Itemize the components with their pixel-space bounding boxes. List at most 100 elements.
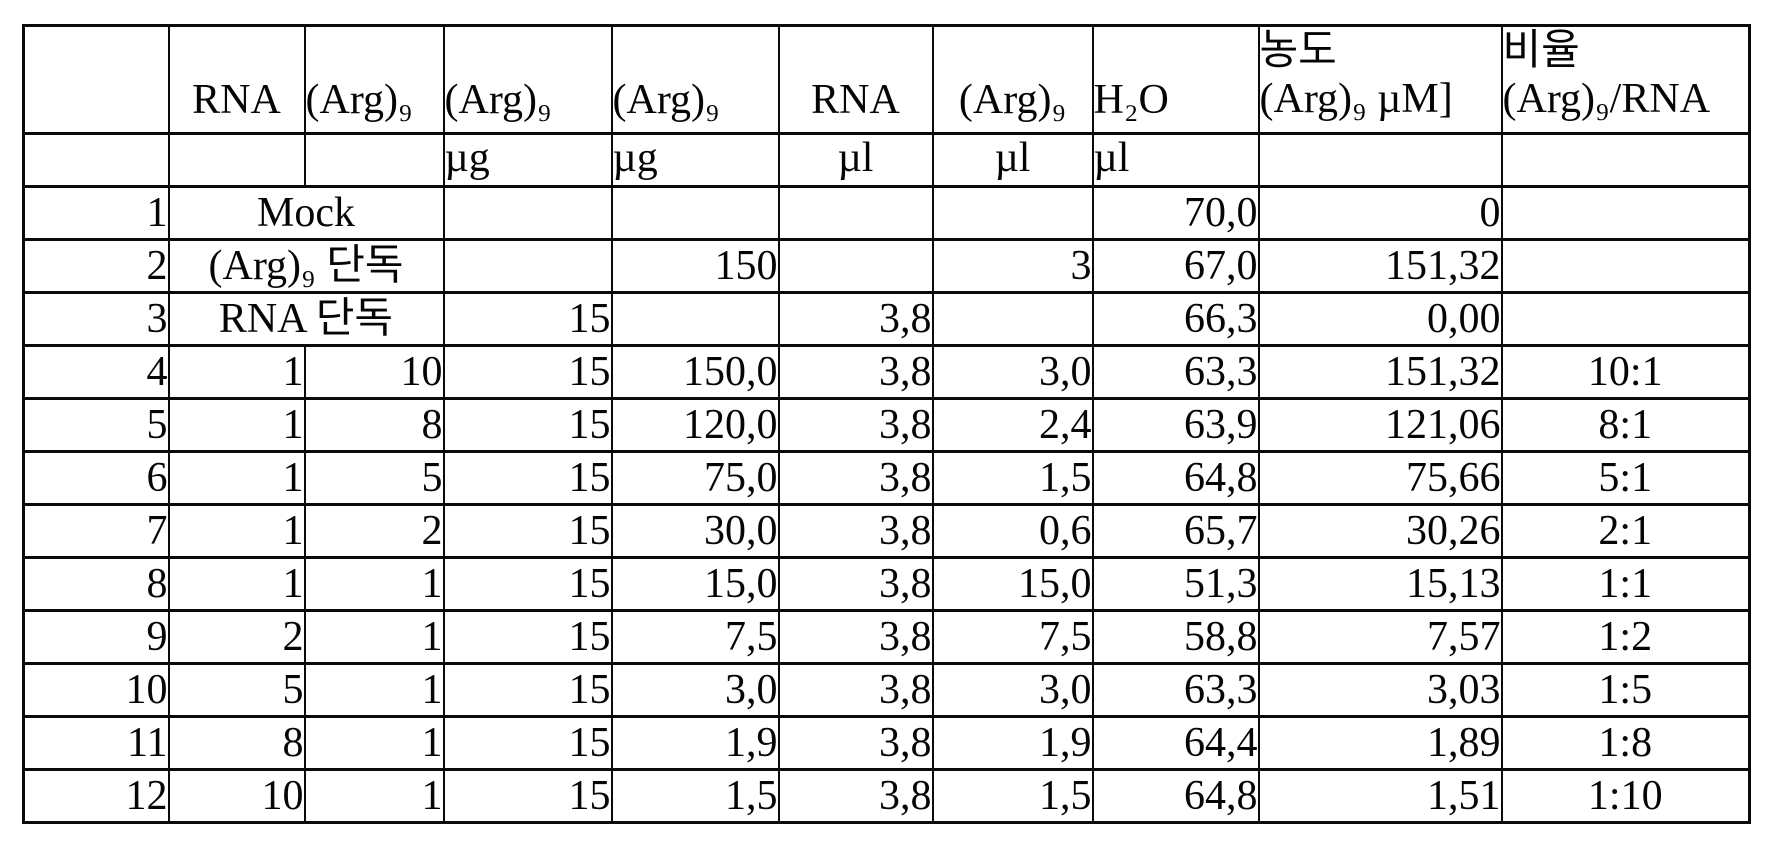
row-number-cell: 8 <box>22 555 170 612</box>
cell-conc: 0 <box>1257 184 1503 241</box>
cell-conc: 151,32 <box>1257 237 1503 294</box>
cell-rna-ul: 3,8 <box>777 502 934 559</box>
cell-rna: 2 <box>167 608 306 665</box>
cell-arg9-ug-2 <box>610 290 780 347</box>
cell-ratio: 1:8 <box>1500 714 1751 771</box>
sample-label-cell: (Arg)₉ 단독 <box>167 237 445 294</box>
table-row: 12 10 1 15 1,5 3,8 1,5 64,8 1,51 1:10 <box>22 767 1751 824</box>
header-concentration: 농도 (Arg)₉ µM] <box>1257 24 1503 135</box>
cell-rna: 1 <box>167 396 306 453</box>
header-arg9-ul: (Arg)₉ <box>931 24 1094 135</box>
cell-rna-ul: 3,8 <box>777 555 934 612</box>
header-ratio-line1: 비율 <box>1502 28 1580 74</box>
cell-arg9: 8 <box>303 396 445 453</box>
cell-arg9-ul: 3,0 <box>931 661 1094 718</box>
cell-arg9: 1 <box>303 767 445 824</box>
header-arg9-ug-2: (Arg)₉ <box>610 24 780 135</box>
cell-arg9: 1 <box>303 714 445 771</box>
cell-rna-ul: 3,8 <box>777 290 934 347</box>
cell-h2o: 64,8 <box>1091 449 1260 506</box>
cell-arg9-ug-2: 1,9 <box>610 714 780 771</box>
cell-conc: 1,89 <box>1257 714 1503 771</box>
cell-h2o: 67,0 <box>1091 237 1260 294</box>
unit-rna <box>167 131 306 188</box>
cell-h2o: 63,3 <box>1091 343 1260 400</box>
cell-arg9-ug-2: 150,0 <box>610 343 780 400</box>
cell-conc: 75,66 <box>1257 449 1503 506</box>
cell-arg9-ul: 7,5 <box>931 608 1094 665</box>
cell-h2o: 51,3 <box>1091 555 1260 612</box>
cell-arg9-ug-2: 15,0 <box>610 555 780 612</box>
cell-h2o: 66,3 <box>1091 290 1260 347</box>
cell-rna-ul: 3,8 <box>777 608 934 665</box>
cell-rna-ul: 3,8 <box>777 661 934 718</box>
cell-arg9-ug-2: 120,0 <box>610 396 780 453</box>
cell-ratio <box>1500 184 1751 241</box>
table-row: 9 2 1 15 7,5 3,8 7,5 58,8 7,57 1:2 <box>22 608 1751 665</box>
cell-arg9-ug-1: 15 <box>442 449 613 506</box>
cell-ratio: 1:1 <box>1500 555 1751 612</box>
cell-arg9: 10 <box>303 343 445 400</box>
header-rna: RNA <box>167 24 306 135</box>
cell-arg9-ul: 2,4 <box>931 396 1094 453</box>
cell-arg9-ug-1: 15 <box>442 502 613 559</box>
cell-arg9-ug-1: 15 <box>442 290 613 347</box>
cell-h2o: 70,0 <box>1091 184 1260 241</box>
cell-arg9-ug-1 <box>442 184 613 241</box>
cell-conc: 15,13 <box>1257 555 1503 612</box>
cell-ratio: 10:1 <box>1500 343 1751 400</box>
cell-h2o: 63,3 <box>1091 661 1260 718</box>
cell-conc: 30,26 <box>1257 502 1503 559</box>
row-number-cell: 11 <box>22 714 170 771</box>
table-header: RNA (Arg)₉ (Arg)₉ (Arg)₉ RNA (Arg)₉ H₂O … <box>22 24 1751 188</box>
unit-concentration <box>1257 131 1503 188</box>
cell-arg9-ul: 1,5 <box>931 767 1094 824</box>
unit-h2o: µl <box>1091 131 1260 188</box>
cell-rna-ul: 3,8 <box>777 449 934 506</box>
cell-arg9-ul <box>931 184 1094 241</box>
sample-label-cell: Mock <box>167 184 445 241</box>
header-arg9: (Arg)₉ <box>303 24 445 135</box>
cell-arg9-ul: 15,0 <box>931 555 1094 612</box>
cell-arg9-ug-2: 75,0 <box>610 449 780 506</box>
table-row: 1 Mock 70,0 0 <box>22 184 1751 241</box>
cell-h2o: 63,9 <box>1091 396 1260 453</box>
cell-conc: 7,57 <box>1257 608 1503 665</box>
cell-arg9: 2 <box>303 502 445 559</box>
table-row: 8 1 1 15 15,0 3,8 15,0 51,3 15,13 1:1 <box>22 555 1751 612</box>
row-number-cell: 3 <box>22 290 170 347</box>
cell-rna: 1 <box>167 502 306 559</box>
header-ratio: 비율 (Arg)₉/RNA <box>1500 24 1751 135</box>
row-number-cell: 2 <box>22 237 170 294</box>
row-number-cell: 6 <box>22 449 170 506</box>
cell-arg9-ug-1: 15 <box>442 343 613 400</box>
cell-ratio: 8:1 <box>1500 396 1751 453</box>
sample-label-cell: RNA 단독 <box>167 290 445 347</box>
cell-conc: 1,51 <box>1257 767 1503 824</box>
cell-ratio <box>1500 290 1751 347</box>
cell-arg9: 1 <box>303 608 445 665</box>
row-number-cell: 10 <box>22 661 170 718</box>
header-rna-ul: RNA <box>777 24 934 135</box>
table-body: 1 Mock 70,0 0 2 (Arg)₉ 단독 150 3 67,0 151,32 3 RNA 단… <box>22 184 1751 824</box>
cell-rna-ul: 3,8 <box>777 343 934 400</box>
cell-arg9-ug-2: 7,5 <box>610 608 780 665</box>
cell-h2o: 64,8 <box>1091 767 1260 824</box>
cell-arg9-ul: 3 <box>931 237 1094 294</box>
reagent-mixing-table: RNA (Arg)₉ (Arg)₉ (Arg)₉ RNA (Arg)₉ H₂O … <box>22 24 1751 824</box>
cell-rna-ul <box>777 237 934 294</box>
header-corner <box>22 24 170 135</box>
header-h2o: H₂O <box>1091 24 1260 135</box>
cell-rna: 1 <box>167 343 306 400</box>
unit-arg9 <box>303 131 445 188</box>
cell-arg9-ug-1 <box>442 237 613 294</box>
cell-arg9-ug-2: 150 <box>610 237 780 294</box>
cell-rna: 1 <box>167 555 306 612</box>
row-number-cell: 12 <box>22 767 170 824</box>
unit-rna-ul: µl <box>777 131 934 188</box>
cell-arg9-ug-2 <box>610 184 780 241</box>
cell-h2o: 65,7 <box>1091 502 1260 559</box>
cell-conc: 151,32 <box>1257 343 1503 400</box>
cell-arg9-ug-1: 15 <box>442 714 613 771</box>
